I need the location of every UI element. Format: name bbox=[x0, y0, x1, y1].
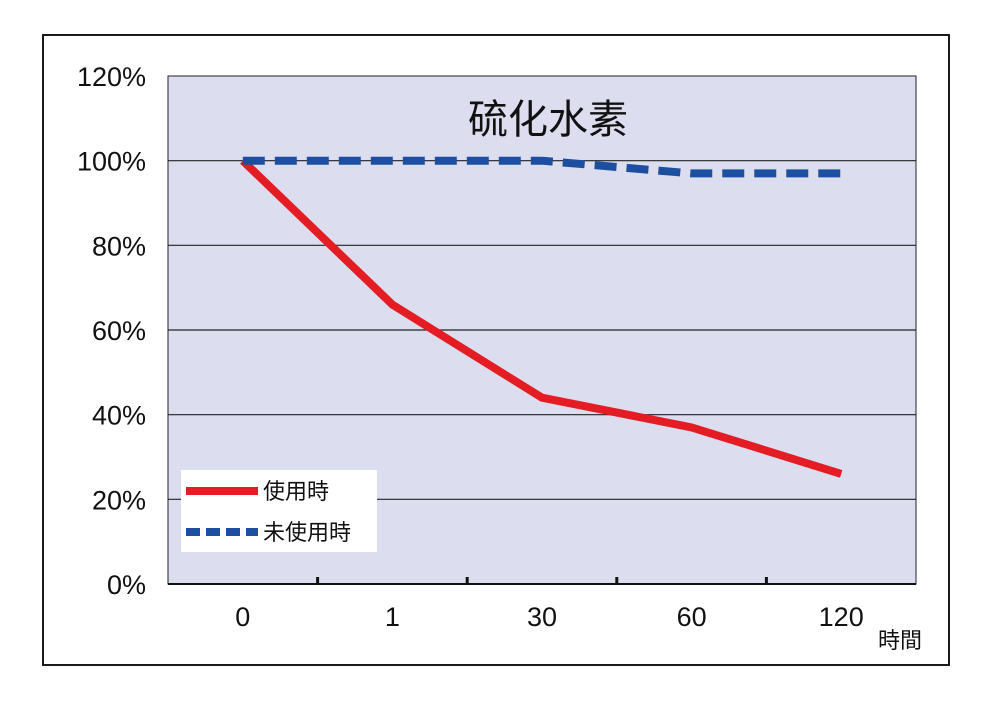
y-tick-label: 80% bbox=[92, 231, 146, 261]
y-tick-label: 20% bbox=[92, 485, 146, 515]
x-axis-unit-label: 時間 bbox=[878, 629, 922, 654]
x-axis-tick-marks bbox=[316, 577, 768, 585]
y-tick-label: 100% bbox=[77, 147, 146, 177]
legend-box bbox=[181, 470, 377, 552]
y-tick-label: 0% bbox=[107, 570, 146, 600]
x-tick-label: 60 bbox=[677, 602, 707, 632]
x-axis-tick-labels: 0 1 30 60 120 bbox=[235, 602, 863, 632]
chart-title: 硫化水素 bbox=[468, 97, 628, 143]
y-axis-tick-labels: 0% 20% 40% 60% 80% 100% 120% bbox=[77, 62, 146, 600]
x-tick-label: 1 bbox=[385, 602, 400, 632]
legend-label-1: 使用時 bbox=[263, 480, 329, 505]
legend-label-2: 未使用時 bbox=[263, 521, 351, 546]
series-line-1 bbox=[240, 157, 843, 478]
y-tick-label: 60% bbox=[92, 316, 146, 346]
x-tick-label: 120 bbox=[819, 602, 864, 632]
x-tick-label: 30 bbox=[527, 602, 557, 632]
series-line-2 bbox=[242, 156, 842, 178]
y-tick-label: 120% bbox=[77, 62, 146, 92]
y-tick-label: 40% bbox=[92, 401, 146, 431]
x-tick-label: 0 bbox=[235, 602, 250, 632]
data-series bbox=[240, 156, 843, 478]
